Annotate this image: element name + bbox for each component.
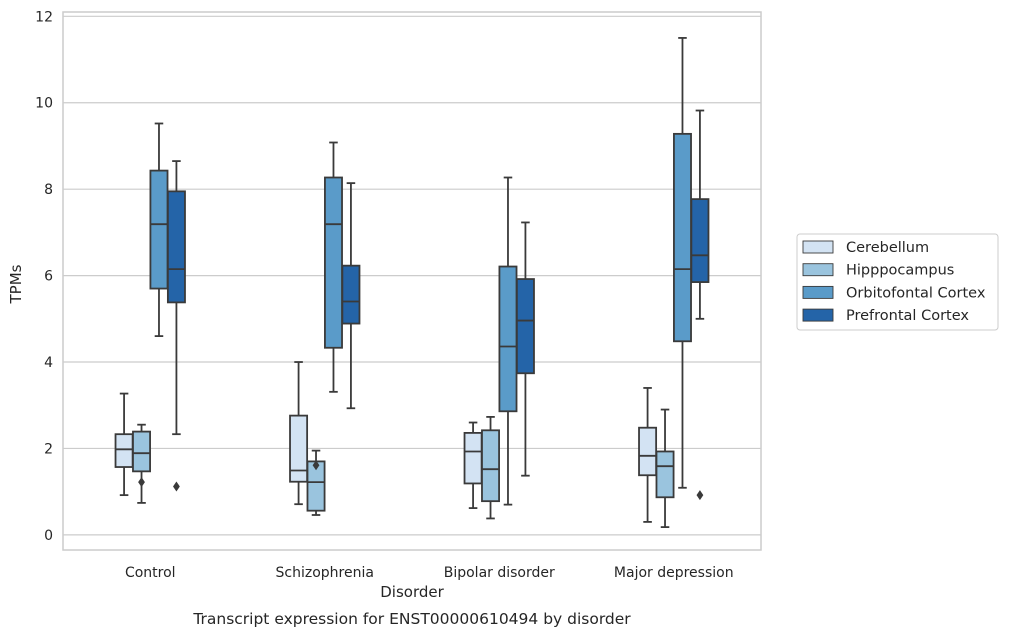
legend-swatch [802,308,834,322]
box-prefrontal-cortex-schizophrenia [341,182,361,410]
box-hipppocampus-control [132,423,151,504]
box-hipppocampus-schizophrenia [306,449,326,516]
outlier-point [696,490,704,501]
box-prefrontal-cortex-control [166,160,186,492]
y-tick-label: 8 [44,182,53,198]
iqr-box [655,450,675,499]
x-axis-label: Disorder [380,583,444,601]
box-cerebellum-control [114,392,134,497]
iqr-box [515,278,535,375]
legend-label: Cerebellum [846,240,929,256]
legend-swatch [802,285,834,299]
y-tick-label: 10 [35,96,53,112]
x-tick-label-control: Control [125,565,176,581]
iqr-box [166,190,186,304]
x-tick-label-major-depression: Major depression [614,565,734,581]
legend: Cerebellum Hipppocampus Orbitofontal Corte… [796,233,999,331]
box-cerebellum-schizophrenia [289,361,309,506]
box-cerebellum-bipolar-disorder [463,421,483,509]
legend-label: Hipppocampus [846,263,954,279]
box-cerebellum-major-depression [638,387,658,523]
iqr-box [149,169,169,290]
outlier-point [312,460,320,471]
outlier-point [173,481,180,492]
box-orbitofontal-cortex-control [149,122,169,337]
box-orbitofontal-cortex-bipolar-disorder [498,176,518,506]
iqr-box [463,431,483,485]
x-tick-label-schizophrenia: Schizophrenia [276,565,374,581]
iqr-box [341,264,361,325]
iqr-box [289,414,309,483]
chart-caption: Transcript expression for ENST0000061049… [192,610,631,628]
iqr-box [481,429,500,503]
legend-frame [796,233,999,331]
x-tick-label-bipolar-disorder: Bipolar disorder [444,565,555,581]
box-hipppocampus-bipolar-disorder [481,416,500,520]
legend-swatch [802,240,834,254]
iqr-box [498,265,518,413]
box-hipppocampus-major-depression [655,408,675,528]
y-tick-label: 2 [44,441,53,457]
box-orbitofontal-cortex-major-depression [673,37,692,489]
box-plot-marks [114,37,710,528]
outlier-point [138,477,145,488]
y-axis-label: TPMs [7,264,25,304]
x-tick-labels: Control Schizophrenia Bipolar disorder Majo… [125,565,734,581]
iqr-box [114,433,134,468]
iqr-box [690,198,710,283]
y-tick-label: 12 [35,9,53,25]
legend-swatch [802,263,834,277]
iqr-box [324,176,343,349]
legend-item-cerebellum: Cerebellum [802,240,929,256]
legend-item-hipppocampus: Hipppocampus [802,263,954,279]
legend-item-orbitofontal-cortex: Orbitofontal Cortex [802,285,986,301]
legend-item-prefrontal-cortex: Prefrontal Cortex [802,308,969,324]
plot-frame [62,11,762,551]
box-orbitofontal-cortex-schizophrenia [324,141,343,393]
y-tick-labels: 0 2 4 6 8 10 12 [35,9,53,544]
y-tick-label: 0 [44,528,53,544]
iqr-box [638,426,658,477]
box-prefrontal-cortex-bipolar-disorder [515,221,535,477]
iqr-box [132,430,151,473]
y-tick-label: 4 [44,355,53,371]
box-prefrontal-cortex-major-depression [690,109,710,501]
y-tick-label: 6 [44,269,53,285]
iqr-box [673,132,692,343]
legend-label: Prefrontal Cortex [846,308,969,324]
legend-label: Orbitofontal Cortex [846,285,986,301]
